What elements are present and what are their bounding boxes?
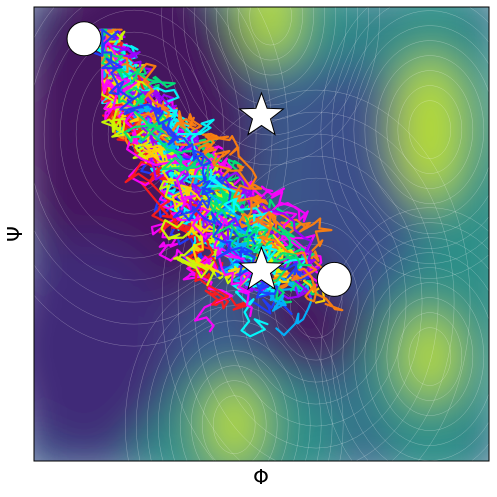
- contour-line: [172, 7, 369, 151]
- contour-line: [157, 320, 311, 461]
- contour-line: [386, 70, 474, 189]
- contour-line: [216, 7, 325, 91]
- contour-line: [201, 380, 267, 461]
- contour-line: [364, 40, 489, 219]
- contour-line: [34, 7, 289, 347]
- low-region: [34, 237, 179, 458]
- contour-line: [135, 290, 333, 461]
- y-axis-label: Ψ: [3, 226, 27, 242]
- contour-line: [161, 7, 380, 166]
- contour-line: [212, 395, 256, 454]
- contour-line: [397, 85, 463, 174]
- star-marker: [238, 245, 285, 291]
- contour-line: [375, 55, 485, 204]
- contour-line: [190, 365, 278, 461]
- contour-line: [227, 7, 314, 76]
- contour-line: [209, 155, 423, 449]
- contour-line: [225, 177, 407, 427]
- markers: [66, 21, 352, 297]
- contour-line: [146, 305, 322, 461]
- trajectories: [71, 28, 344, 338]
- contour-line: [320, 7, 489, 279]
- circle-marker: [66, 21, 102, 57]
- circle-marker: [316, 261, 352, 297]
- x-axis-label: Φ: [253, 465, 269, 489]
- contour-line: [43, 9, 225, 259]
- low-region: [301, 68, 422, 309]
- contour-line: [386, 297, 474, 416]
- contour-line: [183, 7, 358, 136]
- contour-line: [375, 282, 485, 431]
- contour-line: [177, 111, 455, 461]
- star-marker: [238, 91, 285, 136]
- maximum-region: [206, 379, 263, 461]
- contour-line: [34, 7, 257, 303]
- contour-line: [408, 327, 452, 386]
- contour-line: [168, 335, 300, 461]
- contour-line: [193, 133, 439, 461]
- contour-line: [161, 89, 471, 461]
- contour-line: [342, 237, 489, 461]
- trajectory-line: [91, 39, 308, 276]
- contour-line: [320, 207, 489, 461]
- contour-line: [34, 7, 241, 281]
- contour-line: [249, 7, 292, 46]
- contour-line: [241, 199, 391, 405]
- contour-line: [364, 267, 489, 446]
- contour-line: [353, 25, 489, 234]
- maximum-region: [395, 54, 464, 205]
- maximum-region: [401, 311, 458, 402]
- contour-line: [408, 100, 452, 159]
- contour-line: [331, 7, 489, 264]
- contour-line: [331, 222, 489, 461]
- contour-line: [205, 7, 336, 106]
- trajectory-line: [85, 28, 312, 278]
- plot-frame: [33, 6, 490, 462]
- contour-line: [397, 312, 463, 401]
- contour-line: [179, 350, 289, 461]
- contour-line: [342, 10, 489, 249]
- maximum-region: [242, 7, 299, 62]
- contour-line: [34, 7, 273, 325]
- trajectory-line: [74, 28, 279, 299]
- contour-line: [238, 7, 303, 61]
